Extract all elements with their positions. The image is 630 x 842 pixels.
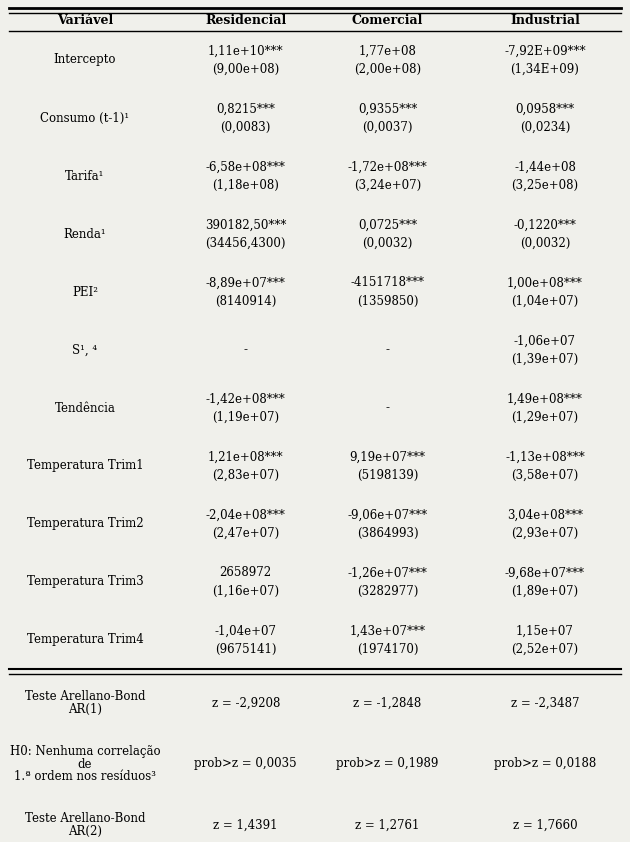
- Text: 1,11e+10***: 1,11e+10***: [208, 45, 284, 57]
- Text: 1,15e+07: 1,15e+07: [516, 625, 574, 637]
- Text: (34456,4300): (34456,4300): [205, 237, 286, 249]
- Text: -6,58e+08***: -6,58e+08***: [206, 161, 285, 173]
- Text: (2,83e+07): (2,83e+07): [212, 468, 279, 482]
- Text: 3,04e+08***: 3,04e+08***: [507, 509, 583, 521]
- Text: (3,25e+08): (3,25e+08): [512, 179, 578, 191]
- Text: Tarifa¹: Tarifa¹: [66, 169, 105, 183]
- Text: (1,04e+07): (1,04e+07): [512, 295, 578, 307]
- Text: 1,77e+08: 1,77e+08: [358, 45, 416, 57]
- Text: Temperatura Trim1: Temperatura Trim1: [26, 460, 144, 472]
- Text: -: -: [244, 344, 248, 356]
- Text: -1,04e+07: -1,04e+07: [215, 625, 277, 637]
- Text: -9,06e+07***: -9,06e+07***: [347, 509, 428, 521]
- Text: Temperatura Trim4: Temperatura Trim4: [26, 633, 144, 647]
- Text: prob>z = 0,0188: prob>z = 0,0188: [494, 758, 596, 770]
- Text: -4151718***: -4151718***: [350, 276, 425, 290]
- Text: (8140914): (8140914): [215, 295, 277, 307]
- Text: -1,44e+08: -1,44e+08: [514, 161, 576, 173]
- Text: Intercepto: Intercepto: [54, 54, 117, 67]
- Text: -8,89e+07***: -8,89e+07***: [206, 276, 285, 290]
- Text: -1,13e+08***: -1,13e+08***: [505, 450, 585, 463]
- Text: (5198139): (5198139): [357, 468, 418, 482]
- Text: -1,06e+07: -1,06e+07: [514, 334, 576, 348]
- Text: -1,42e+08***: -1,42e+08***: [206, 392, 285, 406]
- Text: 2658972: 2658972: [220, 567, 272, 579]
- Text: (1,16e+07): (1,16e+07): [212, 584, 279, 598]
- Text: (2,00e+08): (2,00e+08): [354, 62, 421, 76]
- Text: (1,34E+09): (1,34E+09): [510, 62, 580, 76]
- Text: (0,0037): (0,0037): [362, 120, 413, 134]
- Text: Variável: Variável: [57, 13, 113, 26]
- Text: (1,18e+08): (1,18e+08): [212, 179, 279, 191]
- Text: de: de: [77, 758, 93, 770]
- Text: 390182,50***: 390182,50***: [205, 219, 287, 232]
- Text: prob>z = 0,1989: prob>z = 0,1989: [336, 758, 438, 770]
- Text: -1,72e+08***: -1,72e+08***: [348, 161, 427, 173]
- Text: 0,0725***: 0,0725***: [358, 219, 417, 232]
- Text: Renda¹: Renda¹: [64, 227, 106, 241]
- Text: prob>z = 0,0035: prob>z = 0,0035: [195, 758, 297, 770]
- Text: (1,19e+07): (1,19e+07): [212, 411, 279, 424]
- Text: -2,04e+08***: -2,04e+08***: [206, 509, 285, 521]
- Text: -1,26e+07***: -1,26e+07***: [348, 567, 427, 579]
- Text: Consumo (t-1)¹: Consumo (t-1)¹: [40, 111, 130, 125]
- Text: 0,8215***: 0,8215***: [216, 103, 275, 115]
- Text: z = -1,2848: z = -1,2848: [353, 696, 421, 710]
- Text: PEI²: PEI²: [72, 285, 98, 299]
- Text: z = -2,9208: z = -2,9208: [212, 696, 280, 710]
- Text: (9675141): (9675141): [215, 642, 277, 656]
- Text: 0,0958***: 0,0958***: [515, 103, 575, 115]
- Text: (1359850): (1359850): [357, 295, 418, 307]
- Text: (0,0032): (0,0032): [520, 237, 570, 249]
- Text: (0,0032): (0,0032): [362, 237, 413, 249]
- Text: -: -: [386, 402, 389, 414]
- Text: (3282977): (3282977): [357, 584, 418, 598]
- Text: 1,00e+08***: 1,00e+08***: [507, 276, 583, 290]
- Text: S¹, ⁴: S¹, ⁴: [72, 344, 98, 356]
- Text: Temperatura Trim2: Temperatura Trim2: [26, 518, 144, 530]
- Text: (2,52e+07): (2,52e+07): [512, 642, 578, 656]
- Text: z = 1,7660: z = 1,7660: [513, 818, 577, 832]
- Text: (0,0083): (0,0083): [220, 120, 271, 134]
- Text: -: -: [386, 344, 389, 356]
- Text: Comercial: Comercial: [352, 13, 423, 26]
- Text: Temperatura Trim3: Temperatura Trim3: [26, 575, 144, 589]
- Text: (3,24e+07): (3,24e+07): [354, 179, 421, 191]
- Text: H0: Nenhuma correlação: H0: Nenhuma correlação: [9, 744, 161, 758]
- Text: z = -2,3487: z = -2,3487: [511, 696, 579, 710]
- Text: -9,68e+07***: -9,68e+07***: [505, 567, 585, 579]
- Text: Teste Arellano-Bond: Teste Arellano-Bond: [25, 690, 146, 703]
- Text: (1,29e+07): (1,29e+07): [512, 411, 578, 424]
- Text: 9,19e+07***: 9,19e+07***: [350, 450, 425, 463]
- Text: Tendência: Tendência: [55, 402, 115, 414]
- Text: -7,92E+09***: -7,92E+09***: [504, 45, 586, 57]
- Text: (3,58e+07): (3,58e+07): [512, 468, 578, 482]
- Text: Teste Arellano-Bond: Teste Arellano-Bond: [25, 812, 146, 825]
- Text: 1.ª ordem nos resíduos³: 1.ª ordem nos resíduos³: [14, 770, 156, 784]
- Text: 1,43e+07***: 1,43e+07***: [350, 625, 425, 637]
- Text: Industrial: Industrial: [510, 13, 580, 26]
- Text: (2,93e+07): (2,93e+07): [512, 526, 578, 540]
- Text: -0,1220***: -0,1220***: [513, 219, 576, 232]
- Text: 1,21e+08***: 1,21e+08***: [208, 450, 284, 463]
- Text: AR(2): AR(2): [68, 825, 102, 838]
- Text: (9,00e+08): (9,00e+08): [212, 62, 279, 76]
- Text: 1,49e+08***: 1,49e+08***: [507, 392, 583, 406]
- Text: (1,39e+07): (1,39e+07): [512, 353, 578, 365]
- Text: z = 1,4391: z = 1,4391: [214, 818, 278, 832]
- Text: z = 1,2761: z = 1,2761: [355, 818, 420, 832]
- Text: Residencial: Residencial: [205, 13, 286, 26]
- Text: (2,47e+07): (2,47e+07): [212, 526, 279, 540]
- Text: 0,9355***: 0,9355***: [358, 103, 417, 115]
- Text: (0,0234): (0,0234): [520, 120, 570, 134]
- Text: (1,89e+07): (1,89e+07): [512, 584, 578, 598]
- Text: (1974170): (1974170): [357, 642, 418, 656]
- Text: (3864993): (3864993): [357, 526, 418, 540]
- Text: AR(1): AR(1): [68, 703, 102, 716]
